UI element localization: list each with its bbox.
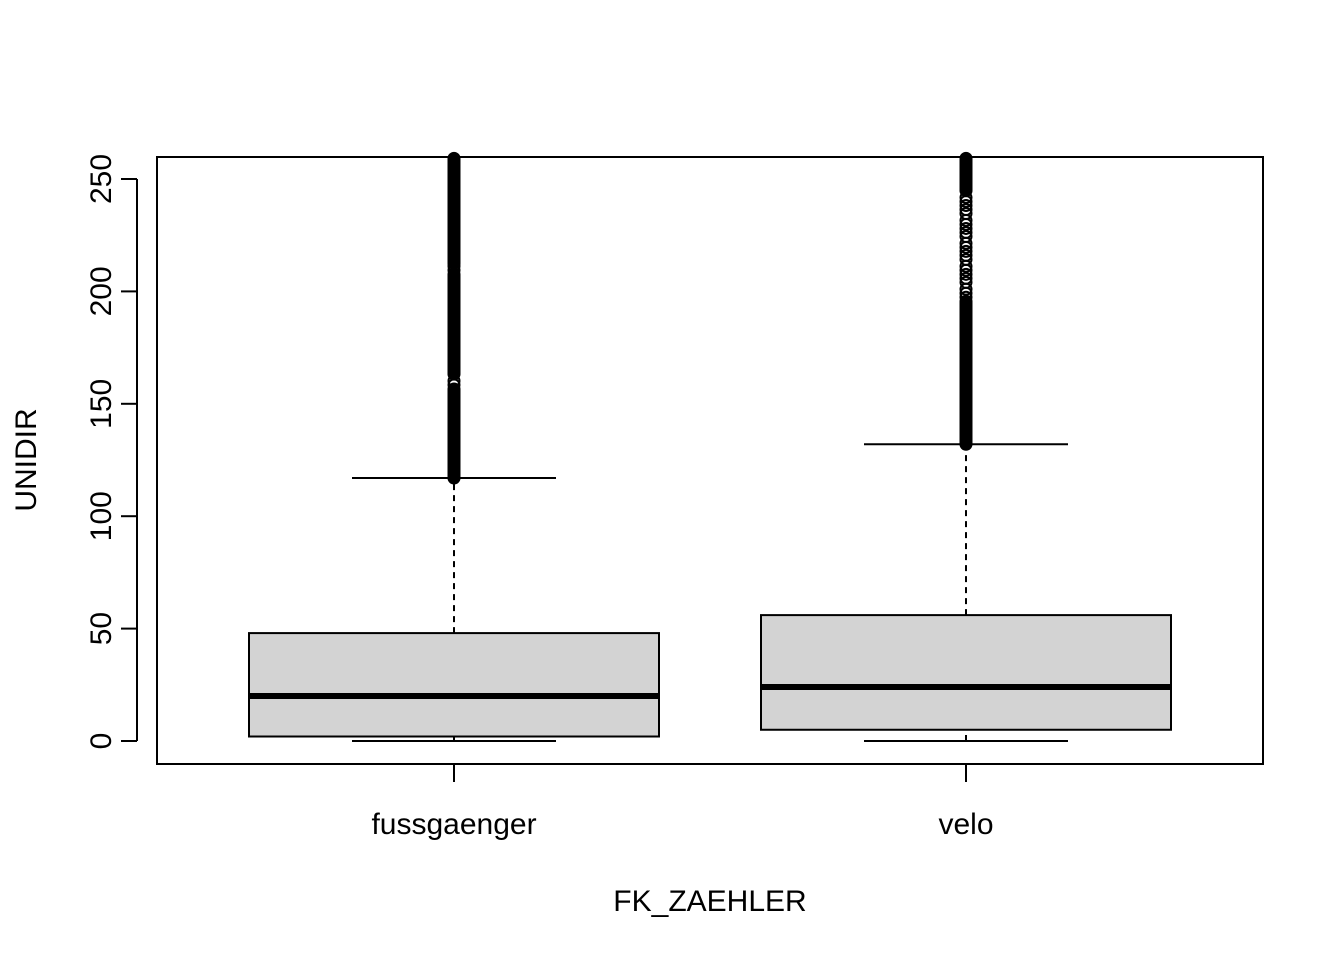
y-tick-label: 50 bbox=[85, 612, 118, 645]
x-axis-title: FK_ZAEHLER bbox=[613, 885, 806, 918]
iqr-box bbox=[760, 614, 1172, 731]
y-tick-label: 0 bbox=[85, 733, 118, 750]
outlier-point bbox=[959, 230, 973, 244]
outlier-point bbox=[959, 221, 973, 235]
outlier-point bbox=[959, 267, 973, 281]
y-tick-label: 250 bbox=[85, 154, 118, 204]
boxes-layer bbox=[248, 151, 1172, 742]
box-fussgaenger bbox=[248, 151, 660, 742]
y-tick-label: 150 bbox=[85, 379, 118, 429]
x-axis: fussgaenger velo bbox=[371, 764, 994, 841]
outlier-point bbox=[959, 151, 973, 165]
y-tick-label: 200 bbox=[85, 266, 118, 316]
iqr-box bbox=[248, 632, 660, 738]
outlier-point bbox=[959, 207, 973, 221]
outlier-point bbox=[959, 203, 973, 217]
box-velo bbox=[760, 151, 1172, 742]
outlier-point bbox=[959, 294, 973, 308]
outlier-point bbox=[959, 244, 973, 258]
y-axis: 0 50 100 150 200 250 bbox=[85, 154, 138, 750]
outlier-point bbox=[959, 290, 973, 304]
plot-frame bbox=[156, 156, 1264, 765]
outlier-point bbox=[959, 199, 973, 213]
outlier-point bbox=[959, 248, 973, 262]
outlier-points bbox=[447, 151, 461, 485]
outlier-point bbox=[447, 382, 461, 396]
y-tick-label: 100 bbox=[85, 491, 118, 541]
y-axis-title: UNIDIR bbox=[10, 408, 43, 511]
x-tick-label: fussgaenger bbox=[371, 808, 536, 841]
outlier-point bbox=[959, 252, 973, 266]
x-tick-label: velo bbox=[938, 808, 993, 841]
outlier-point bbox=[959, 271, 973, 285]
outlier-point bbox=[447, 151, 461, 165]
outlier-point bbox=[959, 226, 973, 240]
outlier-point bbox=[959, 275, 973, 289]
outlier-points bbox=[959, 151, 973, 451]
